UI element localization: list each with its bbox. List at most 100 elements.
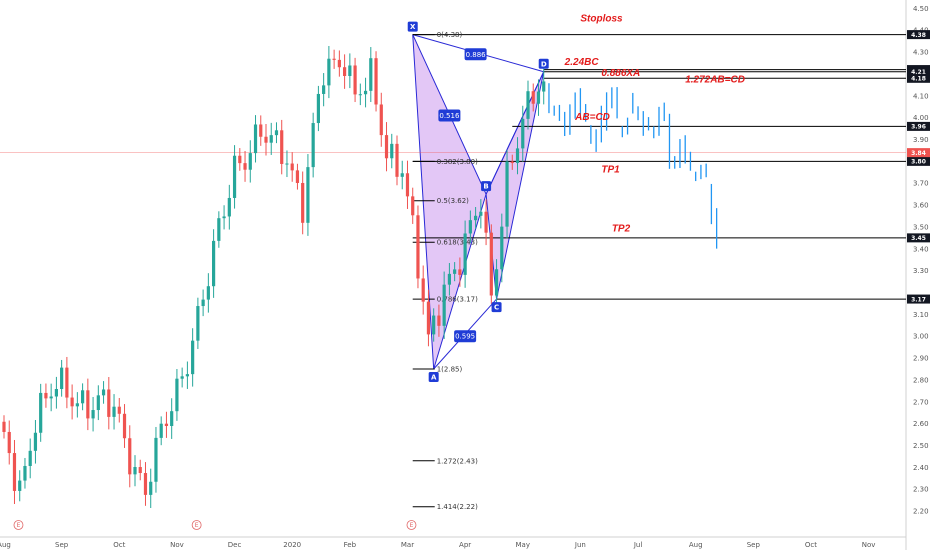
projected-path — [548, 83, 718, 249]
candle — [196, 297, 200, 350]
candle-body — [122, 413, 127, 439]
candle — [447, 262, 451, 296]
time-tick-label: Mar — [401, 541, 414, 549]
candle — [515, 137, 520, 175]
event-label: E — [410, 522, 414, 529]
candle-body — [322, 85, 326, 94]
candle — [290, 152, 294, 182]
candle-body — [180, 376, 184, 379]
candle — [505, 149, 509, 239]
candle-body — [28, 450, 32, 466]
candle — [421, 265, 425, 315]
candle-body — [185, 374, 189, 377]
event-marker: E — [406, 520, 417, 530]
time-tick-label: Oct — [113, 541, 125, 549]
candle — [316, 85, 320, 132]
candle-body — [432, 315, 436, 335]
candle-body — [60, 367, 64, 389]
candle-body — [101, 389, 106, 396]
candle-body — [285, 163, 289, 165]
event-label: E — [195, 522, 199, 529]
candle-body — [23, 465, 27, 481]
candle — [238, 148, 242, 171]
candle — [453, 262, 457, 282]
price-tick-label: 3.30 — [913, 267, 929, 275]
level-price-tag: 4.18 — [907, 73, 930, 83]
event-marker: E — [191, 520, 202, 530]
candle-body — [363, 90, 368, 95]
point-marker — [491, 302, 502, 313]
candle — [259, 115, 263, 146]
candle-body — [374, 58, 378, 105]
candle — [253, 115, 258, 163]
candle-body — [117, 406, 121, 414]
candle-body — [531, 91, 535, 104]
candle — [248, 140, 252, 183]
candle — [201, 289, 205, 317]
price-tick-label: 2.60 — [913, 420, 929, 428]
candle — [170, 398, 174, 439]
level-price-tag: 4.38 — [907, 30, 930, 40]
candle-body — [453, 269, 457, 274]
candle — [405, 160, 410, 209]
point-marker — [481, 181, 492, 192]
level-price-tag: 4.21 — [907, 67, 930, 77]
candle-body — [526, 91, 530, 119]
price-tick-label: 3.90 — [913, 136, 929, 144]
level-price-tag: 3.80 — [907, 156, 930, 166]
candle — [390, 133, 394, 169]
candle-body — [521, 118, 525, 149]
candle-body — [316, 93, 320, 124]
level-tag-label: 3.80 — [911, 159, 926, 166]
candle — [379, 92, 383, 147]
price-tick-label: 3.40 — [913, 245, 929, 253]
candle — [426, 289, 431, 347]
candle-body — [149, 481, 153, 495]
time-tick-label: Sep — [747, 541, 761, 549]
level-tag-label: 4.38 — [911, 32, 926, 39]
candle — [149, 468, 153, 508]
candle-body — [474, 215, 478, 221]
candle-body — [295, 170, 300, 183]
price-tick-label: 2.50 — [913, 442, 929, 450]
candle-body — [494, 269, 499, 296]
candle-body — [112, 406, 116, 417]
price-axis: 4.504.404.304.204.104.003.903.703.603.50… — [907, 5, 930, 516]
candle-body — [468, 220, 472, 234]
event-circle — [406, 520, 417, 530]
event-label: E — [17, 522, 21, 529]
candle — [348, 53, 352, 89]
candle-body — [143, 473, 148, 495]
candle — [222, 205, 226, 230]
candle — [86, 378, 90, 431]
annotation: 2.24BC — [564, 57, 600, 68]
level-tag-box — [907, 121, 930, 131]
candle — [128, 425, 132, 488]
candle-body — [379, 104, 383, 136]
candle — [301, 171, 305, 235]
candle-body — [222, 216, 226, 219]
candle-body — [212, 240, 216, 287]
candle-body — [269, 135, 273, 143]
ratio-label: 0.595 — [455, 333, 475, 341]
point-d: D — [538, 58, 549, 69]
candle-body — [2, 421, 6, 432]
candle-body — [259, 124, 263, 137]
candle-body — [227, 197, 231, 217]
candle — [369, 47, 373, 103]
point-a: A — [428, 372, 439, 383]
level-price-tag: 3.17 — [907, 294, 930, 304]
candle-body — [175, 378, 179, 412]
level-tag-box — [907, 73, 930, 83]
candle — [44, 383, 48, 408]
candle-body — [138, 467, 142, 474]
candle — [227, 184, 231, 230]
candle-body — [395, 143, 399, 177]
time-tick-label: 2020 — [283, 541, 301, 549]
candle — [39, 383, 43, 442]
candle-body — [421, 278, 425, 302]
level-tag-label: 3.45 — [911, 235, 926, 242]
candle — [81, 383, 85, 411]
candle-body — [447, 273, 451, 285]
